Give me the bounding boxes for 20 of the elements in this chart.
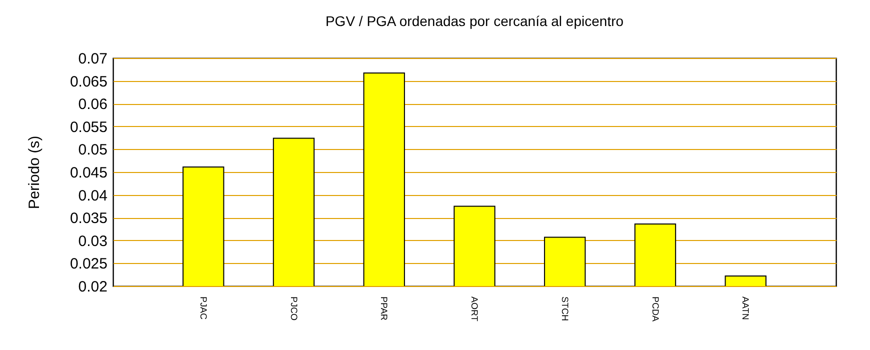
y-axis-title: Periodo (s) (26, 136, 43, 210)
y-tick-label: 0.04 (78, 187, 108, 204)
x-tick-label: AATN (740, 296, 751, 320)
x-tick-label: PJCO (288, 296, 299, 321)
x-tick-label: PCDA (650, 296, 660, 322)
y-tick-label: 0.03 (78, 232, 108, 250)
y-tick-label: 0.035 (70, 210, 108, 228)
x-tick-label: STCH (560, 296, 570, 321)
y-tick-label: 0.06 (78, 96, 108, 114)
y-tick-label: 0.025 (70, 256, 108, 273)
y-tick-label: 0.055 (70, 118, 108, 136)
y-tick-label: 0.05 (78, 142, 108, 159)
y-tick-label: 0.07 (78, 50, 108, 68)
x-tick-label: AORT (470, 296, 480, 322)
chart-title: PGV / PGA ordenadas por cercanía al epicentro (325, 13, 624, 29)
y-tick-label: 0.045 (70, 164, 108, 182)
x-tick-label: PJAC (198, 296, 208, 320)
y-tick-label: 0.065 (70, 73, 108, 90)
y-tick-label: 0.02 (78, 278, 108, 296)
x-tick-label: PPAR (379, 296, 390, 321)
